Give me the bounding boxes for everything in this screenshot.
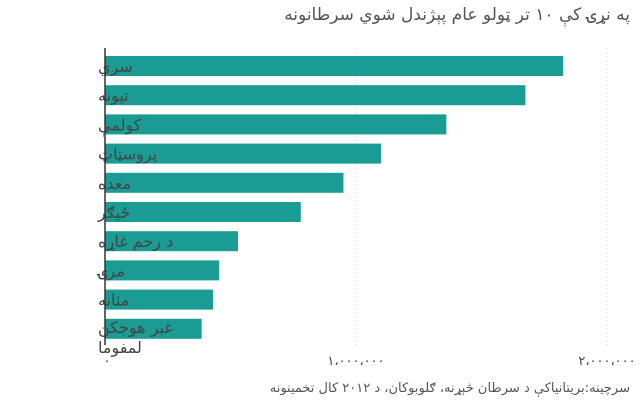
category-label: کولمې (98, 115, 142, 137)
x-tick-label: ۰ (104, 354, 111, 369)
category-label: مرۍ (96, 261, 125, 281)
x-tick-label: ۱،۰۰۰،۰۰۰ (327, 354, 384, 369)
bar (105, 260, 220, 281)
bar (105, 172, 344, 193)
chart-source: سرچینه:بریتانیاکې د سرطان څېړنه، ګلوبوکا… (269, 381, 630, 396)
category-label: لمفوما (98, 338, 142, 358)
category-label: مثانه (98, 291, 129, 310)
category-label: تیونه (98, 86, 129, 106)
chart-title: په نړۍ کې ۱۰ تر ټولو عام پېژندل شوي سرطا… (284, 5, 630, 25)
x-tick-label: ۲،۰۰۰،۰۰۰ (578, 354, 635, 369)
bar (105, 289, 213, 310)
category-label: ځیګر (97, 203, 130, 223)
bar (105, 56, 564, 76)
category-label: معده (98, 174, 131, 193)
bar (105, 114, 447, 135)
bar (105, 202, 301, 222)
bar (105, 231, 239, 252)
category-label: غبر هوجکن (98, 318, 173, 338)
category-label: پروسټاټ (98, 145, 157, 165)
category-label: د رحم غاړه (98, 232, 173, 252)
bar (105, 318, 202, 339)
category-label: سږي (98, 57, 133, 77)
bar (105, 85, 526, 106)
bar (105, 143, 382, 164)
